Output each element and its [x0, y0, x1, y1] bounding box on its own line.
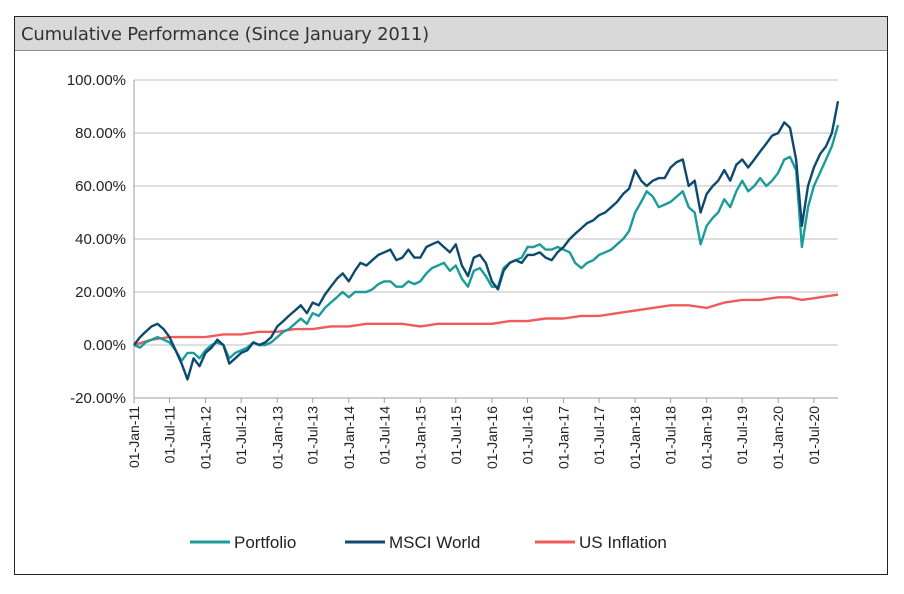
y-tick-label: -20.00%	[70, 390, 126, 407]
y-tick-label: 40.00%	[75, 231, 126, 248]
x-tick-label: 01-Jan-12	[198, 406, 214, 469]
legend-label: MSCI World	[389, 533, 480, 552]
x-tick-label: 01-Jan-11	[126, 406, 142, 468]
series-line-us-inflation	[133, 293, 839, 347]
x-tick-label: 01-Jan-17	[556, 406, 572, 469]
x-tick-label: 01-Jul-16	[520, 406, 536, 465]
series-lines	[133, 100, 840, 381]
y-tick-label: 60.00%	[75, 178, 126, 195]
chart-title: Cumulative Performance (Since January 20…	[21, 24, 429, 45]
y-tick-label: 80.00%	[75, 125, 126, 142]
x-tick-label: 01-Jul-18	[663, 406, 679, 465]
x-tick-label: 01-Jul-13	[305, 406, 321, 465]
legend-label: US Inflation	[579, 533, 667, 552]
x-tick-label: 01-Jan-16	[484, 406, 500, 469]
x-tick-label: 01-Jul-20	[806, 406, 822, 465]
x-tick-label: 01-Jul-19	[734, 406, 750, 465]
y-tick-label: 0.00%	[83, 337, 126, 354]
y-tick-label: 100.00%	[67, 72, 126, 89]
series-line-msci-world	[133, 100, 840, 381]
x-tick-label: 01-Jan-18	[627, 406, 643, 469]
x-tick-label: 01-Jan-20	[770, 406, 786, 469]
legend: Portfolio MSCI World US Inflation	[190, 533, 667, 552]
x-tick-label: 01-Jan-14	[341, 406, 357, 469]
x-tick-label: 01-Jul-17	[591, 406, 607, 465]
x-tick-label: 01-Jul-14	[376, 406, 392, 465]
x-tick-label: 01-Jan-19	[699, 406, 715, 469]
x-axis: 01-Jan-11 01-Jul-11 01-Jan-12 01-Jul-12 01-J…	[126, 397, 838, 469]
x-tick-label: 01-Jan-13	[269, 406, 285, 469]
series-line-portfolio	[133, 124, 840, 363]
x-tick-label: 01-Jan-15	[412, 406, 428, 469]
x-tick-label: 01-Jul-12	[233, 406, 249, 465]
x-tick-label: 01-Jul-11	[161, 406, 177, 464]
chart-frame: Cumulative Performance (Since January 20…	[14, 16, 888, 575]
title-bar: Cumulative Performance (Since January 20…	[15, 17, 887, 51]
x-tick-label: 01-Jul-15	[448, 406, 464, 465]
legend-label: Portfolio	[234, 533, 296, 552]
y-axis: -20.00% 0.00% 20.00% 40.00% 60.00% 80.00% 100.…	[67, 72, 135, 407]
y-tick-label: 20.00%	[75, 284, 126, 301]
